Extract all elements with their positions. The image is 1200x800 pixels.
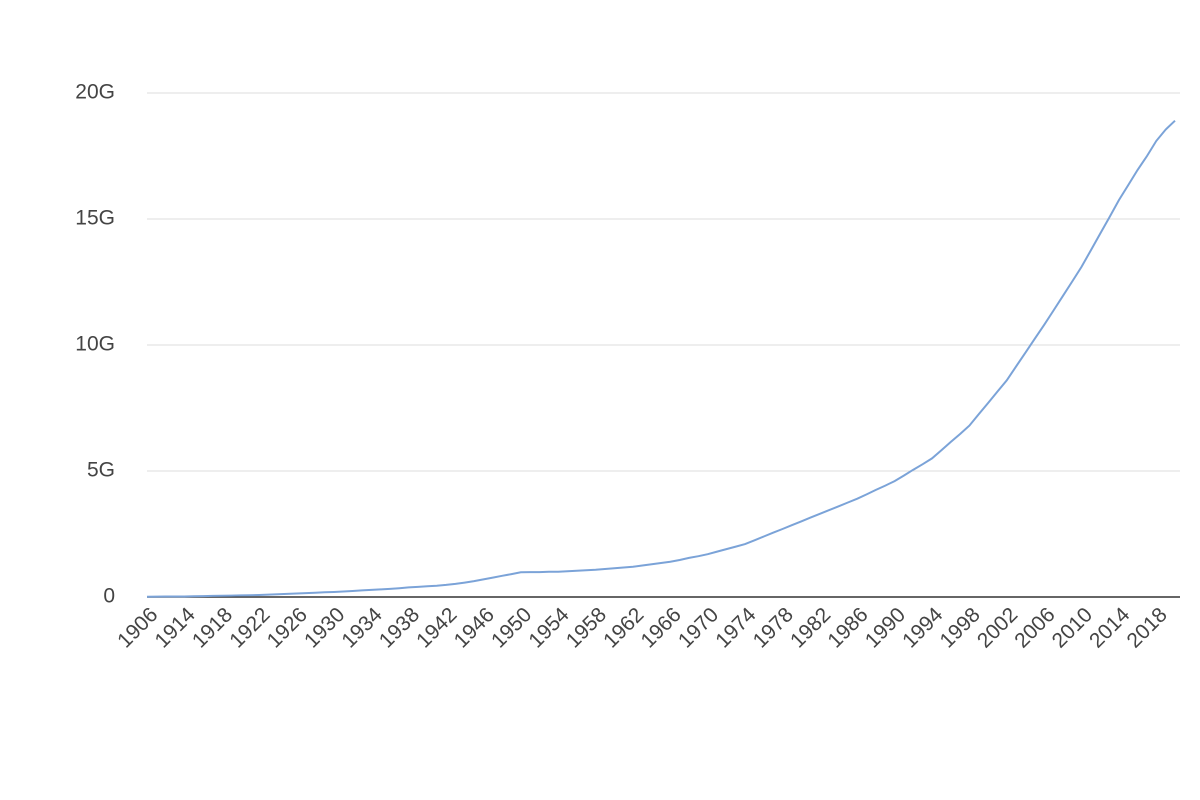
x-tick-label: 1966 [637, 603, 686, 652]
x-tick-label: 2018 [1122, 603, 1171, 652]
line [146, 119, 1176, 598]
x-tick-label: 1942 [412, 603, 461, 652]
x-tick-label: 1962 [599, 603, 648, 652]
y-tick-label: 0 [103, 585, 115, 608]
x-tick-label: 1986 [823, 603, 872, 652]
x-tick-label: 1930 [300, 603, 349, 652]
x-tick-label: 1990 [861, 603, 910, 652]
y-tick-label: 5G [87, 459, 115, 482]
x-tick-label: 1970 [674, 603, 723, 652]
x-tick-label: 1978 [749, 603, 798, 652]
x-tick-label: 2010 [1048, 603, 1097, 652]
x-tick-label: 1946 [450, 603, 499, 652]
x-tick-label: 1950 [487, 603, 536, 652]
x-tick-label: 1926 [263, 603, 312, 652]
x-tick-label: 2002 [973, 603, 1022, 652]
x-tick-label: 1906 [113, 603, 162, 652]
x-tick-label: 1974 [711, 603, 761, 653]
x-tick-label: 2014 [1085, 603, 1135, 653]
x-tick-label: 1982 [786, 603, 835, 652]
y-tick-label: 20G [75, 81, 115, 104]
x-tick-label: 1954 [524, 603, 574, 653]
x-tick-label: 1934 [337, 603, 387, 653]
x-tick-label: 1994 [898, 603, 948, 653]
x-tick-label: 1922 [225, 603, 274, 652]
x-tick-label: 1958 [562, 603, 611, 652]
x-tick-label: 1918 [188, 603, 237, 652]
y-tick-label: 15G [75, 207, 115, 230]
x-tick-label: 1998 [936, 603, 985, 652]
x-tick-label: 1914 [151, 603, 201, 653]
y-tick-label: 10G [75, 333, 115, 356]
x-tick-label: 1938 [375, 603, 424, 652]
x-tick-label: 2006 [1010, 603, 1059, 652]
